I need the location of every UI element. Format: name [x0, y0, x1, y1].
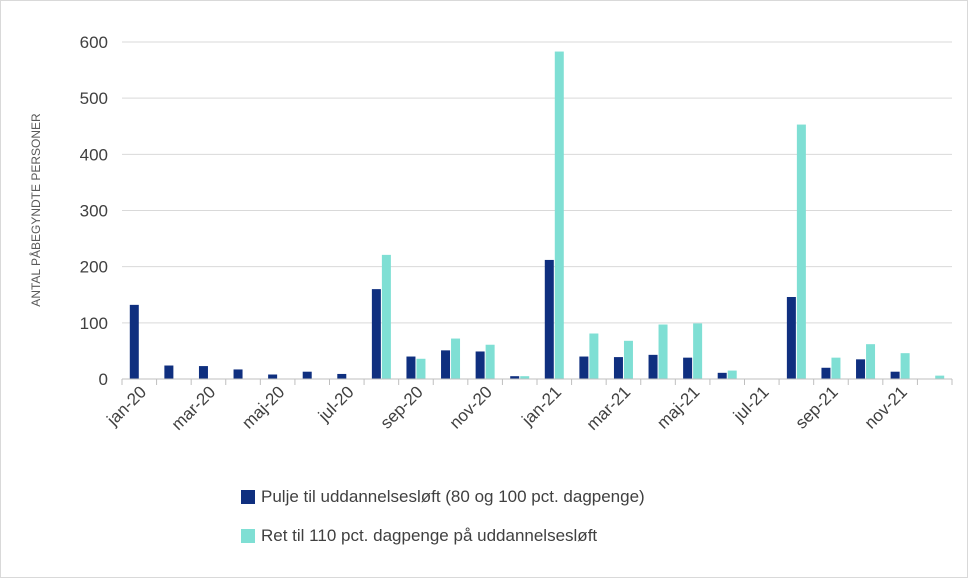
bar-pulje — [233, 369, 243, 379]
x-tick-label: maj-21 — [653, 382, 703, 432]
axes: 0 100 200 300 400 500 600 jan-20 mar-20 maj-20 jul… — [80, 33, 953, 434]
bar-pulje — [579, 356, 589, 379]
bar-pulje — [856, 359, 866, 379]
legend-item-ret: Ret til 110 pct. dagpenge på uddannelses… — [241, 523, 645, 548]
bar-ret — [900, 353, 910, 379]
bar-ret — [935, 375, 945, 379]
bar-pulje — [683, 357, 693, 379]
bar-ret — [416, 358, 426, 379]
y-tick-label: 400 — [80, 145, 108, 164]
bar-pulje — [717, 372, 727, 379]
bar-ret — [831, 357, 841, 379]
y-tick-label: 100 — [80, 314, 108, 333]
bar-ret — [485, 344, 495, 379]
legend-swatch-ret — [241, 528, 255, 543]
bar-pulje — [406, 356, 416, 379]
x-tick-label: nov-20 — [446, 382, 496, 432]
bar-chart: 0 100 200 300 400 500 600 jan-20 mar-20 maj-20 jul… — [28, 33, 953, 434]
bar-ret — [727, 370, 737, 379]
bar-pulje — [648, 354, 658, 379]
x-tick-label: jul-21 — [729, 382, 773, 426]
bar-pulje — [510, 376, 520, 379]
bar-pulje — [337, 373, 347, 379]
bars — [129, 51, 945, 379]
bar-pulje — [613, 357, 623, 379]
x-tick-label: maj-20 — [238, 382, 288, 432]
y-tick-label: 300 — [80, 202, 108, 221]
bar-ret — [589, 333, 599, 379]
bar-pulje — [129, 304, 139, 379]
gridlines — [122, 41, 952, 324]
bar-pulje — [890, 371, 900, 379]
x-tick-label: jan-21 — [518, 382, 566, 430]
bar-pulje — [786, 296, 796, 379]
x-tick-label: mar-20 — [168, 382, 220, 434]
y-tick-label: 200 — [80, 258, 108, 277]
y-tick-label: 0 — [99, 370, 108, 389]
bar-ret — [866, 344, 876, 379]
legend-item-pulje: Pulje til uddannelsesløft (80 og 100 pct… — [241, 484, 645, 509]
x-tick-label: sep-21 — [792, 382, 842, 432]
x-tick-label: nov-21 — [861, 382, 911, 432]
bar-pulje — [475, 351, 485, 379]
bar-pulje — [198, 366, 208, 379]
legend: Pulje til uddannelsesløft (80 og 100 pct… — [241, 484, 645, 562]
bar-ret — [658, 324, 668, 379]
legend-label-ret: Ret til 110 pct. dagpenge på uddannelses… — [261, 525, 598, 545]
bar-ret — [796, 124, 806, 379]
bar-ret — [554, 51, 564, 379]
bar-ret — [693, 323, 703, 379]
legend-swatch-pulje — [241, 489, 255, 504]
bar-ret — [623, 340, 633, 379]
bar-pulje — [164, 365, 174, 379]
x-tick-label: mar-21 — [583, 382, 635, 434]
bar-pulje — [441, 350, 451, 379]
bar-pulje — [302, 371, 312, 379]
bar-pulje — [544, 259, 554, 379]
x-tick-label: jan-20 — [103, 382, 151, 430]
bar-pulje — [821, 367, 831, 379]
legend-label-pulje: Pulje til uddannelsesløft (80 og 100 pct… — [261, 486, 645, 506]
y-axis-label: ANTAL PÅBEGYNDTE PERSONER — [28, 113, 43, 307]
bar-ret — [381, 254, 391, 379]
bar-pulje — [371, 289, 381, 379]
x-tick-label: jul-20 — [314, 382, 358, 426]
y-tick-label: 500 — [80, 89, 108, 108]
bar-pulje — [268, 374, 278, 379]
bar-ret — [520, 376, 530, 379]
bar-ret — [451, 338, 461, 379]
x-tick-label: sep-20 — [377, 382, 427, 432]
y-tick-label: 600 — [80, 33, 108, 52]
